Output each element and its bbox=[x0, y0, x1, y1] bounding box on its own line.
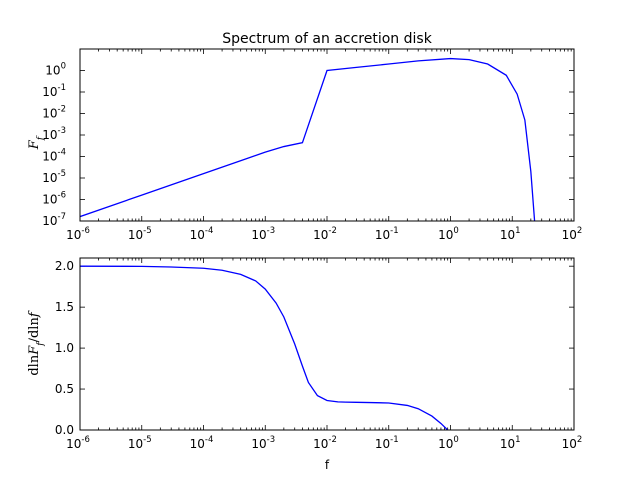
bottom-y-tick-label: 2.0 bbox=[55, 259, 74, 273]
plot-frame-bottom bbox=[79, 257, 575, 431]
top-x-tick-label: 101 bbox=[500, 226, 521, 242]
top-axis-ticks: 10-6 10-5 10-4 10-3 10-2 10-1 100 101 10210-710-… bbox=[42, 49, 582, 242]
bottom-x-tick-label: 10-5 bbox=[128, 435, 152, 451]
top-y-tick-label: 10-5 bbox=[42, 169, 66, 185]
panel-log-slope: dlnFf/dlnf f 10-6 10-5 10-4 10-3 10-2 10-1 100… bbox=[27, 257, 582, 472]
chart-title: Spectrum of an accretion disk bbox=[222, 31, 433, 47]
top-y-tick-label: 10-1 bbox=[42, 83, 66, 99]
bottom-x-tick-label: 100 bbox=[438, 435, 459, 451]
top-y-tick-label: 10-3 bbox=[42, 126, 66, 142]
x-axis-label: f bbox=[325, 458, 330, 472]
series-line-log-slope bbox=[80, 265, 449, 430]
bottom-x-tick-label: 10-1 bbox=[375, 435, 399, 451]
bottom-y-tick-label: 1.0 bbox=[55, 341, 74, 355]
top-x-tick-label: 10-6 bbox=[66, 226, 90, 242]
top-x-tick-label: 102 bbox=[562, 226, 583, 242]
top-y-tick-label: 10-7 bbox=[42, 212, 66, 228]
bottom-x-tick-label: 10-3 bbox=[251, 435, 275, 451]
top-x-tick-label: 10-4 bbox=[190, 226, 214, 242]
top-y-tick-label: 100 bbox=[45, 62, 66, 78]
y-axis-label-bottom: dlnFf/dlnf bbox=[27, 310, 46, 375]
bottom-x-tick-label: 10-2 bbox=[313, 435, 337, 451]
top-x-tick-label: 10-1 bbox=[375, 226, 399, 242]
bottom-x-tick-label: 102 bbox=[562, 435, 583, 451]
top-x-tick-label: 100 bbox=[438, 226, 459, 242]
bottom-y-tick-label: 0.0 bbox=[55, 423, 74, 437]
panel-spectrum: Spectrum of an accretion disk Ff 10-6 10-… bbox=[27, 31, 582, 242]
top-x-tick-label: 10-5 bbox=[128, 226, 152, 242]
plot-frame-top bbox=[79, 48, 575, 222]
bottom-y-tick-label: 1.5 bbox=[55, 300, 74, 314]
top-x-tick-label: 10-3 bbox=[251, 226, 275, 242]
bottom-y-tick-label: 0.5 bbox=[55, 382, 74, 396]
top-y-tick-label: 10-4 bbox=[42, 148, 66, 164]
series-line-spectrum bbox=[80, 57, 536, 221]
top-x-tick-label: 10-2 bbox=[313, 226, 337, 242]
bottom-x-tick-label: 10-6 bbox=[66, 435, 90, 451]
bottom-axis-ticks: 10-6 10-5 10-4 10-3 10-2 10-1 100 101 102 0.0 0.5 1… bbox=[55, 258, 582, 451]
bottom-x-tick-label: 10-4 bbox=[190, 435, 214, 451]
bottom-x-tick-label: 101 bbox=[500, 435, 521, 451]
top-y-tick-label: 10-6 bbox=[42, 191, 66, 207]
top-y-tick-label: 10-2 bbox=[42, 105, 66, 121]
